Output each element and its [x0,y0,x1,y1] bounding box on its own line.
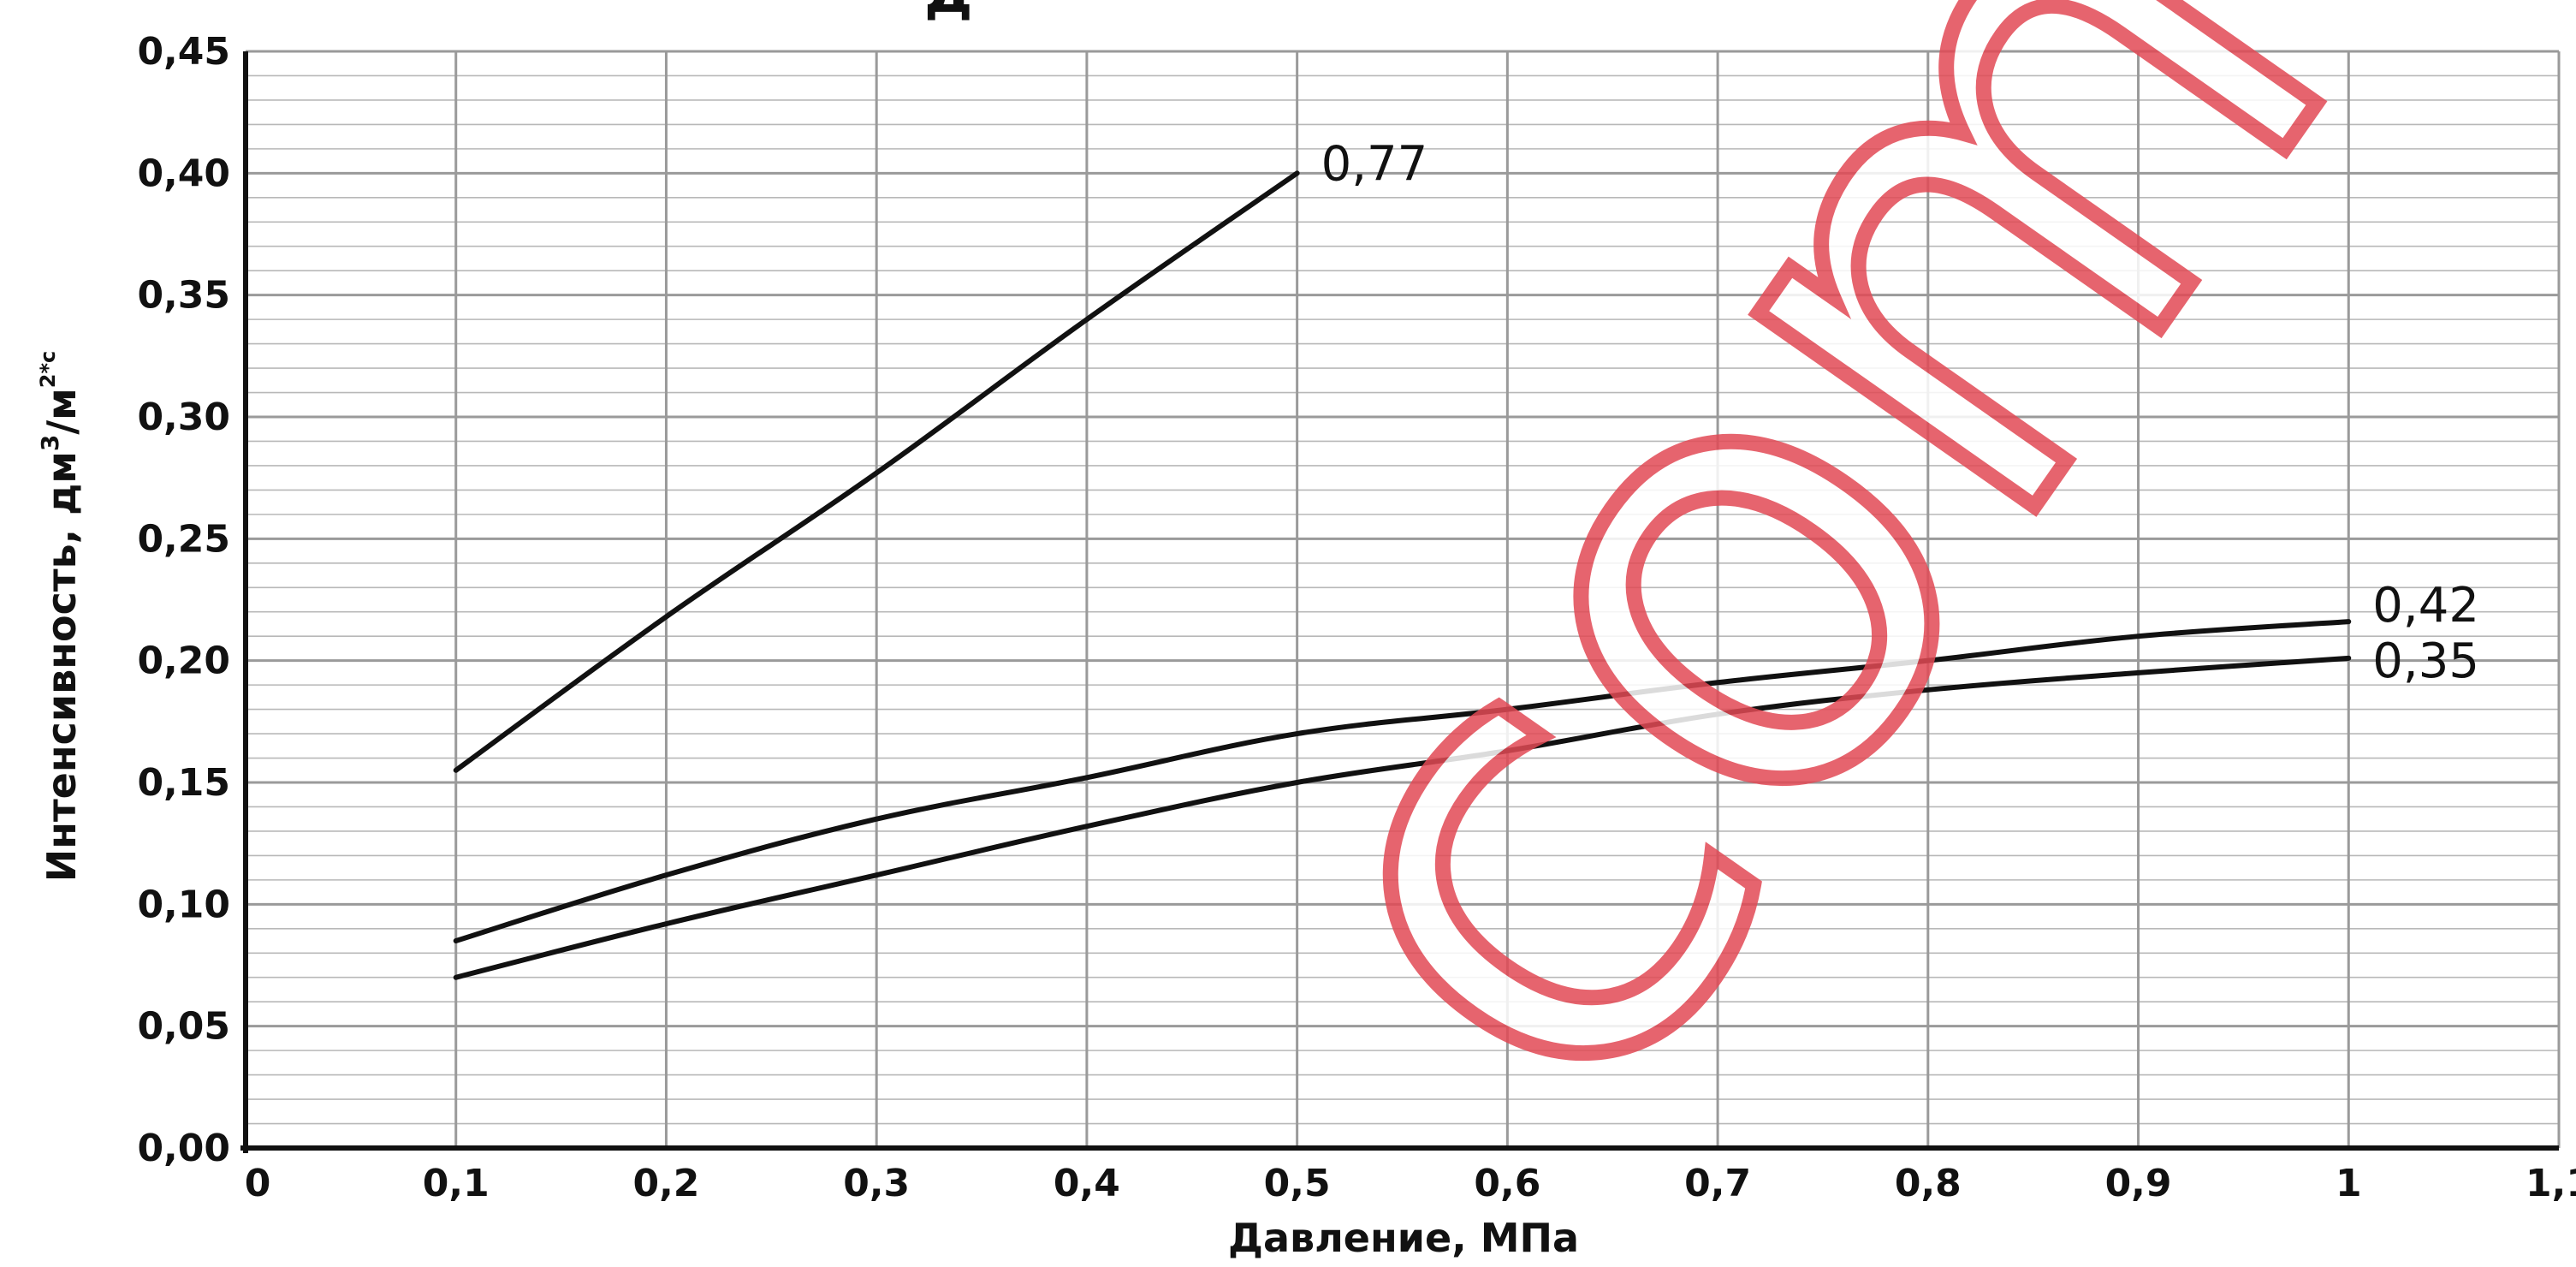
series-line [453,619,2352,944]
y-tick-label: 0,30 [137,396,230,439]
cropped-title-glyph: д [924,0,973,27]
x-tick-label: 0,8 [1895,1162,1962,1205]
y-tick-label: 0,10 [137,883,230,926]
series-lines [453,170,2352,980]
y-axis-title-sup1: 3 [36,435,64,451]
x-tick-label: 1 [2336,1162,2362,1205]
series-end-label: 0,77 [1321,136,1428,192]
series-labels: 0,77 0,420,35 [1321,136,2479,688]
x-tick-label: 0,6 [1474,1162,1540,1205]
series-line [453,170,1300,773]
axes [240,51,2559,1153]
y-tick-label: 0,35 [137,274,230,318]
y-tick-label: 0,15 [137,761,230,805]
y-tick-label: 0,00 [137,1127,230,1170]
x-tick-label: 0,1 [423,1162,490,1205]
series-end-label: 0,42 [2372,578,2479,634]
cropped-title-fragment: д [924,0,973,27]
y-tick-label: 0,25 [137,517,230,561]
x-tick-label: 0 [245,1162,271,1205]
series-line [453,655,2352,980]
x-tick-label: 0,3 [843,1162,910,1205]
x-tick-label: 0,4 [1054,1162,1120,1205]
y-axis-title: Интенсивность, дм3/м2*с [36,351,85,883]
y-tick-label: 0,40 [137,152,230,195]
y-tick-label: 0,05 [137,1005,230,1049]
x-tick-label: 0,5 [1264,1162,1331,1205]
x-axis-title: Давление, МПа [1228,1215,1579,1261]
y-axis-title-sup2: 2*с [36,351,60,388]
x-tick-label: 0,7 [1684,1162,1751,1205]
x-tick-label: 0,9 [2105,1162,2172,1205]
y-tick-labels: 0,00 0,05 0,10 0,15 0,20 0,25 0,30 0,35 0,40 0,45 [137,30,230,1170]
series-end-label: 0,35 [2372,634,2479,689]
x-tick-label: 1,1 [2526,1162,2576,1205]
x-tick-labels: 0 0,1 0,2 0,3 0,4 0,5 0,6 0,7 0,8 0,9 1 1,1 [245,1162,2576,1205]
major-gridlines [246,50,2561,1148]
y-axis-title-mid: /м [39,388,85,434]
y-tick-label: 0,45 [137,30,230,74]
y-tick-label: 0,20 [137,639,230,683]
x-tick-label: 0,2 [632,1162,699,1205]
y-axis-title-main: Интенсивность, дм [39,451,85,882]
